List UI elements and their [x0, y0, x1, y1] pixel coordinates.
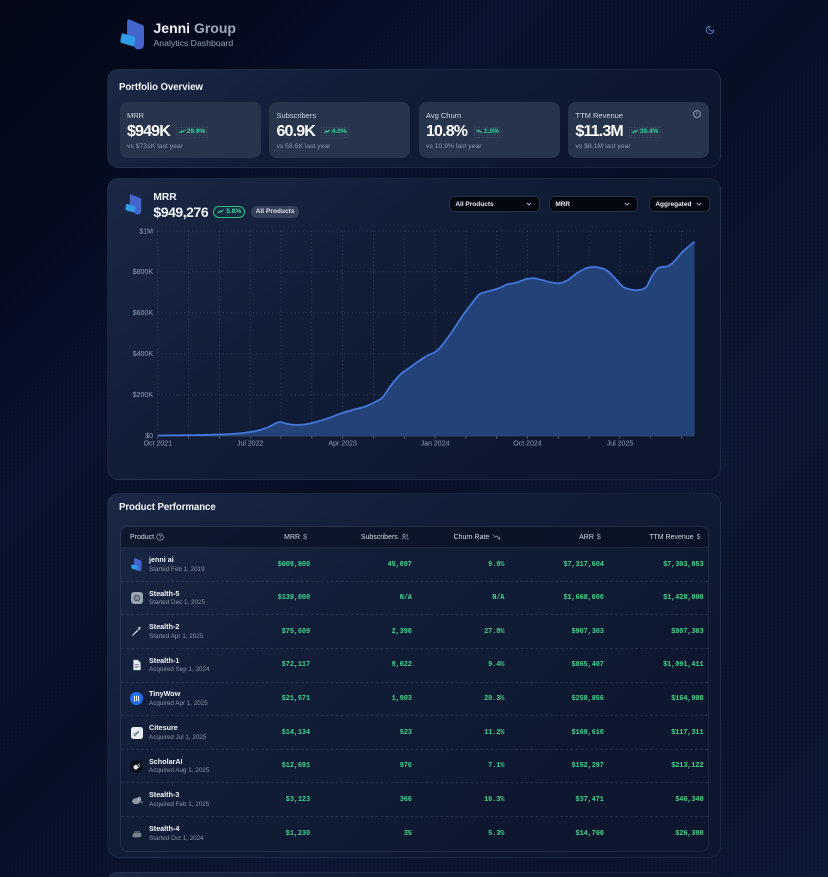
svg-text:Apr 2023: Apr 2023 [328, 441, 357, 448]
svg-text:$200K: $200K [133, 392, 154, 399]
svg-text:Oct 2024: Oct 2024 [513, 441, 542, 448]
svg-text:Jan 2024: Jan 2024 [421, 441, 450, 448]
svg-text:$800K: $800K [133, 269, 154, 276]
svg-text:$0: $0 [145, 433, 153, 440]
svg-text:$400K: $400K [133, 351, 154, 358]
svg-text:Oct 2021: Oct 2021 [144, 441, 173, 448]
svg-text:$600K: $600K [133, 310, 154, 317]
svg-text:$1M: $1M [139, 228, 153, 235]
svg-text:Jul 2022: Jul 2022 [237, 441, 264, 448]
svg-text:Jul 2025: Jul 2025 [607, 441, 634, 448]
